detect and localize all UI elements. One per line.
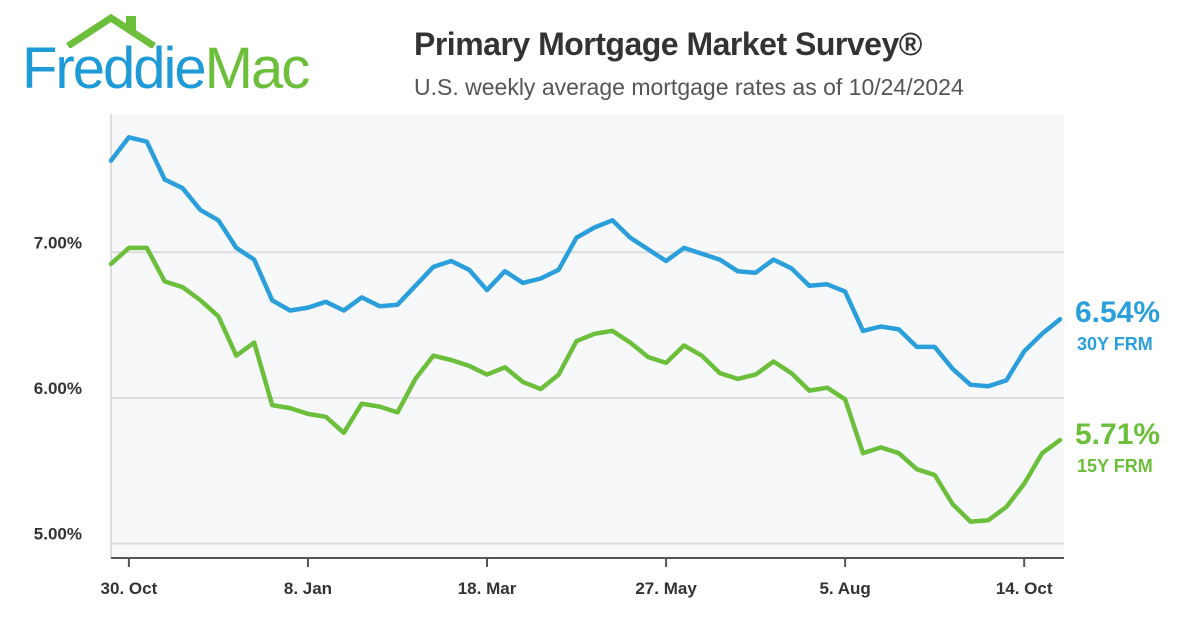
series-line-15y — [108, 245, 1063, 524]
y-tick-label: 7.00% — [34, 233, 82, 252]
x-tick-label: 5. Aug — [819, 579, 870, 598]
house-roof-icon — [66, 14, 156, 48]
chart-subtitle: U.S. weekly average mortgage rates as of… — [414, 74, 964, 100]
x-tick-label: 18. Mar — [458, 579, 517, 598]
y-tick-label: 5.00% — [34, 524, 82, 543]
x-tick-label: 27. May — [635, 579, 697, 598]
freddie-mac-logo: FreddieMac — [22, 14, 382, 104]
series-lines — [108, 135, 1063, 524]
logo-text-mac: Mac — [204, 36, 311, 101]
logo-wordmark: FreddieMac — [22, 40, 310, 98]
x-tick-label: 30. Oct — [101, 579, 158, 598]
series-name-15y: 15Y FRM — [1077, 456, 1153, 476]
logo-text-freddie: Freddie — [22, 36, 207, 101]
series-end-labels: 6.54% 30Y FRM 5.71% 15Y FRM — [1075, 296, 1160, 476]
chart-title: Primary Mortgage Market Survey® — [414, 26, 922, 62]
x-tick-label: 14. Oct — [996, 579, 1053, 598]
end-value-30y: 6.54% — [1075, 296, 1160, 329]
x-axis-ticks: 30. Oct 8. Jan 18. Mar 27. May 5. Aug 14. Oct — [101, 558, 1053, 598]
y-axis-tick-labels: 5.00% 6.00% 7.00% — [34, 233, 82, 543]
x-tick-label: 8. Jan — [284, 579, 332, 598]
end-value-15y: 5.71% — [1075, 418, 1160, 451]
series-line-30y — [108, 135, 1063, 389]
series-name-30y: 30Y FRM — [1077, 334, 1153, 354]
y-tick-label: 6.00% — [34, 379, 82, 398]
